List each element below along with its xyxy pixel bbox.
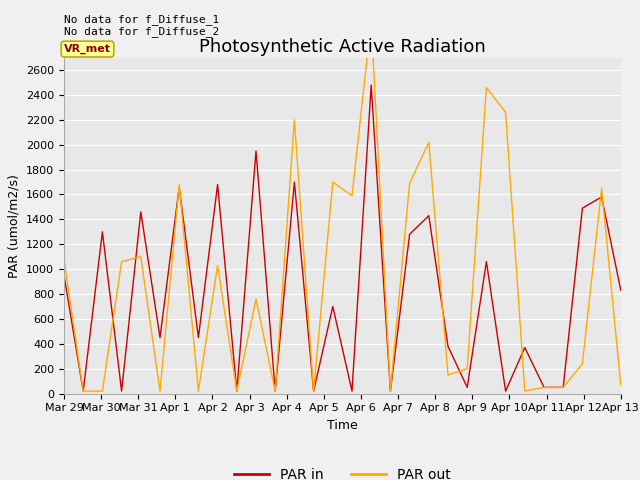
PAR in (291, 179, 298, 185)
Line: PAR in: PAR in (64, 85, 621, 391)
Text: No data for f_Diffuse_1
No data for f_Diffuse_2: No data for f_Diffuse_1 No data for f_Di… (64, 14, 220, 37)
Text: VR_met: VR_met (64, 44, 111, 54)
PAR out (387, 388, 394, 394)
PAR in (579, 205, 586, 211)
PAR in (367, 82, 375, 88)
PAR in (60, 273, 68, 278)
PAR out (233, 388, 241, 394)
PAR out (99, 388, 106, 394)
PAR in (483, 259, 490, 264)
PAR out (579, 361, 586, 367)
PAR out (348, 193, 356, 199)
PAR out (463, 366, 471, 372)
Title: Photosynthetic Active Radiation: Photosynthetic Active Radiation (199, 38, 486, 56)
PAR out (540, 384, 548, 390)
PAR in (329, 304, 337, 310)
PAR in (233, 388, 241, 394)
PAR in (79, 388, 87, 394)
PAR in (348, 388, 356, 394)
PAR out (559, 384, 567, 390)
PAR out (310, 388, 317, 394)
PAR out (79, 388, 87, 394)
PAR in (214, 181, 221, 187)
PAR out (252, 296, 260, 302)
PAR out (329, 179, 337, 185)
PAR in (195, 335, 202, 340)
Legend: PAR in, PAR out: PAR in, PAR out (228, 462, 456, 480)
PAR in (175, 184, 183, 190)
PAR in (444, 343, 452, 349)
PAR in (521, 345, 529, 350)
PAR out (406, 180, 413, 186)
PAR out (291, 117, 298, 123)
PAR in (463, 384, 471, 390)
PAR in (271, 388, 279, 394)
PAR in (406, 231, 413, 237)
PAR in (502, 388, 509, 394)
PAR out (367, 17, 375, 23)
PAR in (617, 288, 625, 293)
X-axis label: Time: Time (327, 419, 358, 432)
PAR in (387, 388, 394, 394)
PAR out (195, 388, 202, 394)
PAR in (156, 335, 164, 340)
PAR out (60, 256, 68, 262)
PAR out (118, 259, 125, 264)
PAR out (444, 372, 452, 378)
PAR out (483, 84, 490, 90)
PAR out (425, 139, 433, 145)
PAR out (502, 109, 509, 115)
PAR out (175, 181, 183, 187)
PAR out (598, 185, 605, 191)
PAR in (310, 388, 317, 394)
PAR out (617, 382, 625, 388)
PAR in (99, 229, 106, 235)
PAR in (540, 384, 548, 390)
PAR out (271, 388, 279, 394)
PAR in (137, 209, 145, 215)
PAR out (214, 263, 221, 268)
Y-axis label: PAR (umol/m2/s): PAR (umol/m2/s) (8, 174, 20, 277)
Line: PAR out: PAR out (64, 20, 621, 391)
PAR in (559, 384, 567, 390)
PAR out (137, 254, 145, 260)
PAR out (156, 388, 164, 394)
PAR in (598, 194, 605, 200)
PAR in (425, 213, 433, 218)
PAR in (118, 388, 125, 394)
PAR out (521, 388, 529, 394)
PAR in (252, 148, 260, 154)
